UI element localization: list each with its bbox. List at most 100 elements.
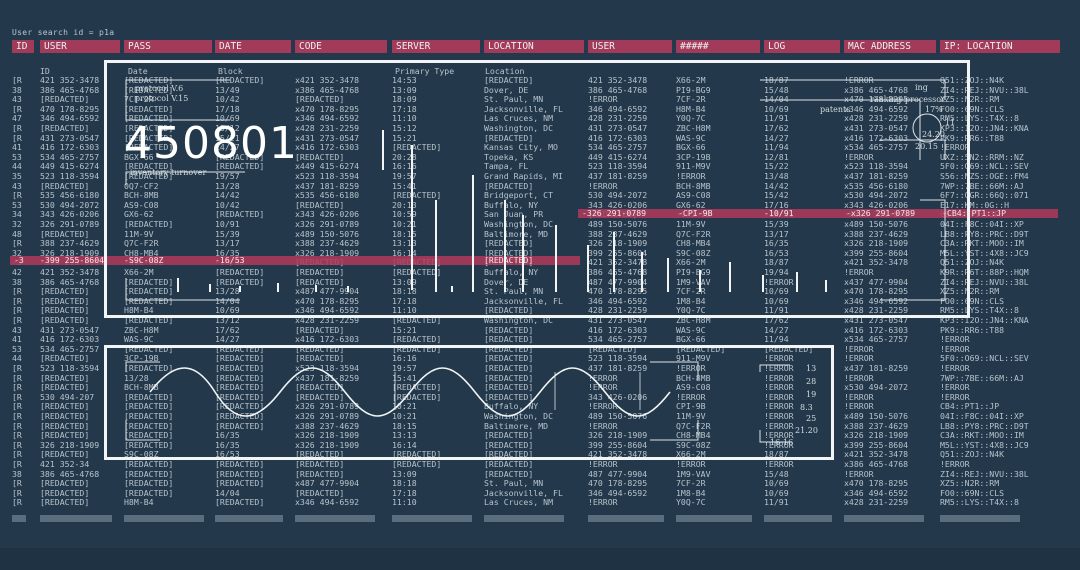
table-cell: [REDACTED] (484, 430, 534, 441)
table-cell: x346 494-6592 (844, 487, 909, 498)
table-cell: x386 465-4768 (844, 84, 909, 95)
table-cell: AS9-C08 (676, 190, 711, 201)
table-cell: 15/21 (215, 132, 240, 143)
table-cell: !ERROR (844, 372, 874, 383)
table-cell: 326 218-1909 (40, 439, 100, 450)
table-cell: 35 (12, 171, 22, 181)
table-cell: !ERROR (764, 276, 794, 287)
table-cell: 523 118-3594 (588, 161, 648, 172)
table-cell: x388 237-4629 (844, 228, 909, 239)
table-cell: 32 (12, 247, 22, 258)
table-cell: Q7C-F2R (676, 420, 711, 431)
table-cell: [REDACTED] (215, 209, 265, 220)
table-cell: [REDACTED] (40, 123, 90, 133)
table-cell: 343 426-0206 (588, 199, 648, 210)
footer-block (12, 515, 26, 522)
table-cell: [R (12, 190, 22, 201)
table-cell: 346 494-6592 (588, 487, 648, 498)
table-cell: Jacksonville, FL (484, 103, 563, 114)
table-cell: 18:09 (392, 94, 417, 105)
table-cell: 13:09 (392, 84, 417, 95)
column-header: USER (588, 40, 672, 53)
table-cell: x416 172-6303 (295, 142, 360, 153)
table-cell: S56::NZS::OGE::FM4 (940, 171, 1029, 181)
bottom-strip (0, 548, 1080, 570)
table-cell: KP3::I2O::JN4::KNA (940, 315, 1029, 325)
column-header: DATE (215, 40, 291, 53)
table-cell: [REDACTED] (124, 468, 174, 479)
big-counter: 450801 (124, 118, 298, 169)
table-cell: 18:18 (392, 478, 417, 489)
sub-header: Block (218, 66, 243, 76)
column-header: SERVER (392, 40, 480, 53)
table-cell: 421 352-3478 (588, 449, 648, 460)
table-cell: 11/91 (764, 305, 789, 316)
table-cell: 13/17 (764, 228, 789, 239)
highlight-row-1 (578, 209, 1058, 218)
table-cell: [R (12, 315, 22, 325)
table-cell: 18:18 (392, 286, 417, 297)
table-cell: 20:13 (392, 199, 417, 210)
highlight-cell: -16/53 (215, 255, 245, 265)
footer-block (215, 515, 283, 522)
table-cell: !ERROR (940, 382, 970, 393)
footer-block (676, 515, 752, 522)
table-cell: LB8::PY8::PRC::D9T (940, 420, 1029, 431)
table-cell: x388 237-4629 (295, 420, 360, 431)
table-cell: x428 231-2259 (844, 305, 909, 316)
table-cell: 326 218-1909 (588, 238, 648, 249)
table-cell: 10:59 (392, 209, 417, 220)
table-cell: 326 218-1909 (588, 430, 648, 441)
table-cell: [REDACTED] (124, 103, 174, 114)
table-cell: 428 231-2259 (588, 113, 648, 124)
table-cell: x416 172-6303 (295, 334, 360, 345)
table-cell: 10/69 (215, 305, 240, 316)
overlay-bottom-label: 8.3 (800, 403, 813, 412)
table-cell: X66-2M (676, 257, 706, 268)
column-header: LOCATION (484, 40, 584, 53)
table-cell: 399 255-8604 (588, 439, 648, 450)
table-cell: x535 456-6180 (295, 190, 360, 201)
highlight-cell: -399 255-8604 (40, 255, 105, 265)
table-cell: [REDACTED] (484, 238, 534, 249)
table-cell: 10/91 (215, 219, 240, 229)
table-cell: AS9-C08 (124, 199, 159, 210)
table-cell: CH8-MB4 (676, 430, 711, 441)
table-cell: 346 494-6592 (588, 295, 648, 306)
table-cell: Las Cruces, NM (484, 497, 554, 508)
table-cell: M5L::YST::4X8::JC9 (940, 439, 1029, 450)
table-cell: Jacksonville, FL (484, 295, 563, 306)
table-cell: Q7C-F2R (676, 228, 711, 239)
footer-block (588, 515, 664, 522)
overlay-bottom-label: 21.20 (795, 426, 818, 435)
table-cell: [REDACTED] (295, 391, 345, 402)
table-cell: [REDACTED] (215, 372, 265, 383)
table-cell: [REDACTED] (392, 334, 442, 345)
table-cell: !ERROR (588, 420, 618, 431)
table-cell: 535 456-6180 (40, 190, 100, 201)
table-cell: !ERROR (940, 363, 970, 373)
table-cell: [REDACTED] (124, 219, 174, 229)
column-header: LOG (764, 40, 840, 53)
table-cell: Q51::ZOJ::N4K (940, 257, 1005, 268)
table-cell: [R (12, 449, 22, 460)
table-cell: 7CF-2R (676, 478, 706, 489)
table-cell: [REDACTED] (124, 439, 174, 450)
highlight-cell: -CB4::PT1::JP (942, 208, 1007, 218)
table-cell: x437 181-8259 (295, 180, 360, 191)
table-cell: 11/94 (764, 142, 789, 153)
table-cell: 421 352-3478 (588, 75, 648, 85)
table-cell: [REDACTED] (215, 75, 265, 85)
table-cell: X66-2M (124, 267, 154, 277)
table-cell: 428 231-2259 (588, 305, 648, 316)
table-cell: [REDACTED] (124, 430, 174, 441)
table-cell: 17/62 (764, 315, 789, 325)
table-cell: 16/35 (215, 247, 240, 258)
table-cell: [REDACTED] (484, 132, 534, 143)
table-cell: [REDACTED] (295, 449, 345, 460)
footer-block (295, 515, 375, 522)
table-cell: 10:21 (392, 411, 417, 421)
table-cell: [REDACTED] (295, 324, 345, 335)
table-cell: 47 (12, 113, 22, 124)
